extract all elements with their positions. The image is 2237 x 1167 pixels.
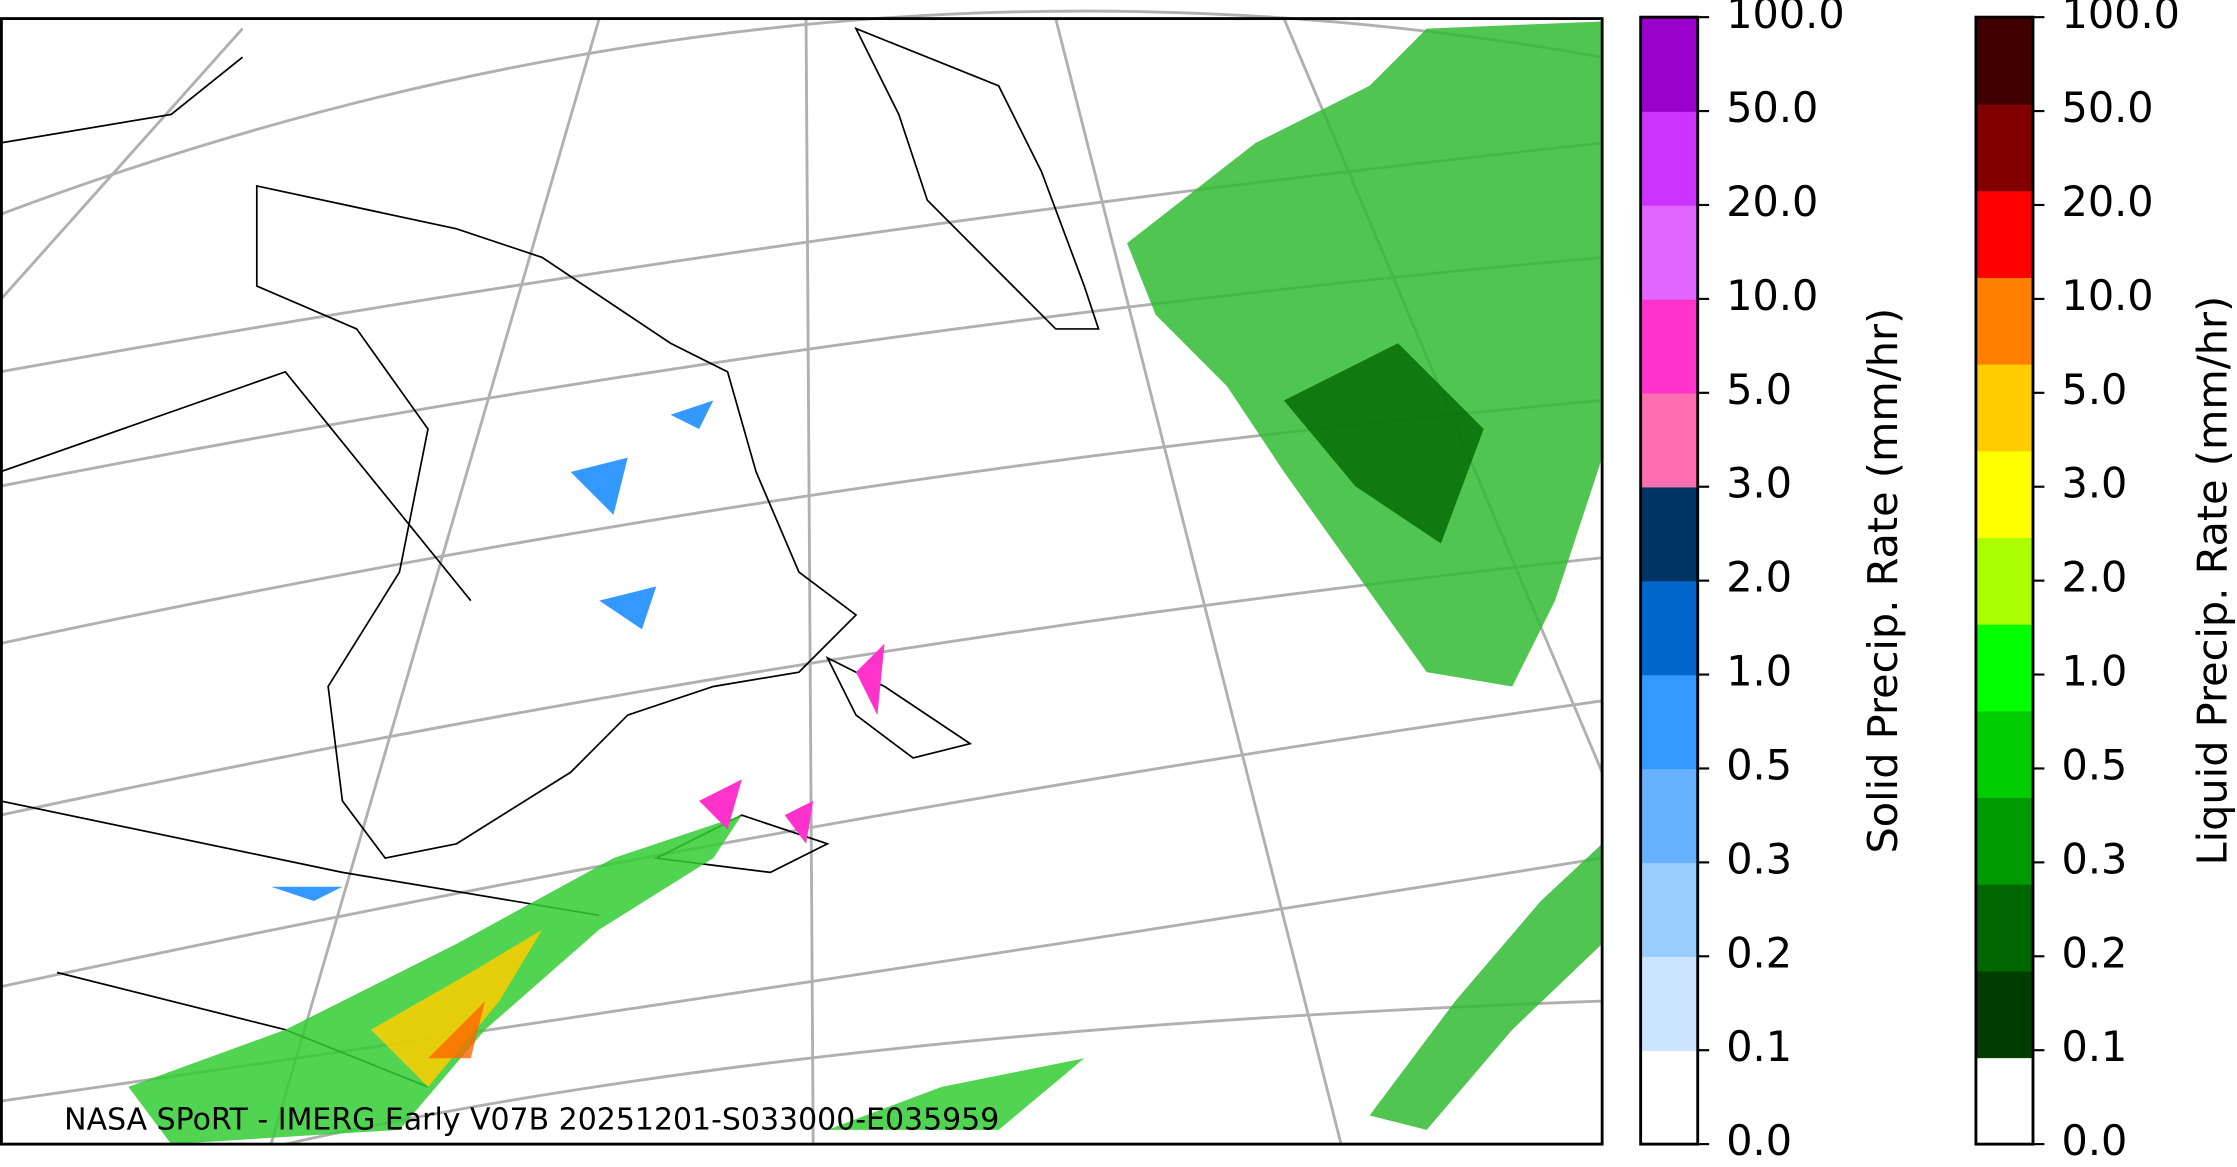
colorbar: 0.0 0.1 0.2 0.3 0.5 1.0 2.0 3.0 5.0 10.0 20.0 50.0 1… [1974,0,2237,1165]
color-band [1975,17,2033,105]
color-band [1975,363,2033,452]
tick-label: 20.0 [1726,178,1818,226]
color-band [1975,710,2033,799]
tick-label: 3.0 [2062,460,2128,508]
caption: NASA SPoRT - IMERG Early V07B 20251201-S… [64,1103,999,1138]
tick-label: 2.0 [2062,554,2128,602]
tick-label: 20.0 [2062,178,2154,226]
tick-label: 5.0 [2062,366,2128,414]
tick-label: 10.0 [2062,272,2154,320]
color-band [1975,190,2033,278]
tick-label: 10.0 [1726,272,1818,320]
tick-label: 0.1 [1726,1023,1792,1071]
tick-label: 50.0 [1726,84,1818,132]
color-band [1640,486,1698,582]
color-band [1640,204,1698,300]
color-band [1640,111,1698,206]
colorbar: 0.0 0.1 0.2 0.3 0.5 1.0 2.0 3.0 5.0 10.0 20.0 50.0 1… [1639,0,1907,1165]
map: NASA SPoRT - IMERG Early V07B 20251201-S… [0,9,1604,1146]
color-band [1640,862,1698,958]
precipitation [128,21,1603,1145]
tick-label: 0.2 [2062,929,2128,977]
color-band [1640,17,1698,112]
color-band [1975,450,2033,539]
tick-label: 0.3 [1726,835,1792,883]
colorbar-label: Solid Precip. Rate (mm/hr) [1859,308,1907,854]
tick-label: 1.0 [1726,648,1792,696]
color-band [1640,580,1698,676]
tick-label: 0.1 [2062,1023,2128,1071]
tick-label: 1.0 [2062,648,2128,696]
color-band [1975,797,2033,885]
colorbar-label: Liquid Precip. Rate (mm/hr) [2189,296,2237,866]
tick-label: 0.0 [1726,1117,1792,1165]
tick-label: 0.0 [2062,1117,2128,1165]
color-band [1975,970,2033,1059]
color-band [1640,674,1698,770]
tick-label: 0.5 [1726,741,1792,789]
color-band [1975,1057,2033,1145]
color-band [1640,392,1698,488]
color-band [1975,537,2033,625]
tick-label: 3.0 [1726,460,1792,508]
color-band [1640,1050,1698,1145]
color-band [1640,298,1698,394]
tick-label: 0.5 [2062,741,2128,789]
tick-label: 100.0 [1726,0,1844,38]
color-band [1975,623,2033,712]
graticule [0,9,1604,1146]
tick-label: 5.0 [1726,366,1792,414]
tick-label: 2.0 [1726,554,1792,602]
color-band [1640,956,1698,1051]
tick-label: 50.0 [2062,84,2154,132]
tick-label: 0.3 [2062,835,2128,883]
tick-label: 0.2 [1726,929,1792,977]
tick-label: 100.0 [2062,0,2180,38]
color-band [1975,884,2033,972]
map-frame [0,17,1604,1146]
color-band [1975,277,2033,365]
color-band [1640,768,1698,864]
color-band [1975,103,2033,192]
